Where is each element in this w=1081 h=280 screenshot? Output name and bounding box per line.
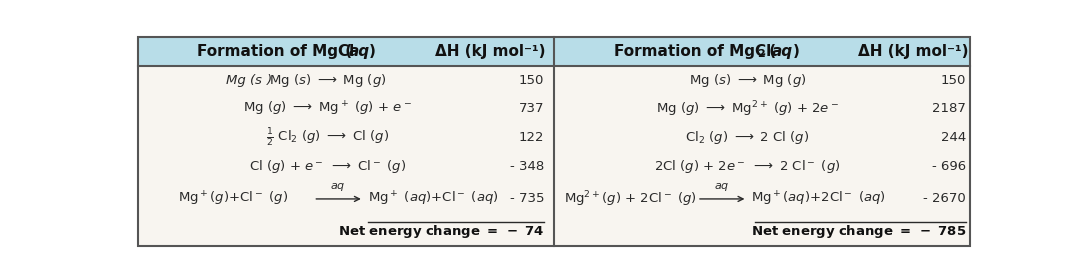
Text: ΔH (kJ mol⁻¹): ΔH (kJ mol⁻¹) xyxy=(436,44,546,59)
Text: 2: 2 xyxy=(757,49,764,59)
Text: - 348: - 348 xyxy=(510,160,545,172)
Text: Mg $\mathit{(s)}$ $\longrightarrow$ Mg $\mathit{(g)}$: Mg $\mathit{(s)}$ $\longrightarrow$ Mg $… xyxy=(689,72,806,89)
Text: - 696: - 696 xyxy=(932,160,966,172)
Text: Mg$^+$$(aq)$+2Cl$^-$ $(aq)$: Mg$^+$$(aq)$+2Cl$^-$ $(aq)$ xyxy=(751,190,886,208)
Text: Mg$^+$$(g)$+Cl$^-$ $(g)$: Mg$^+$$(g)$+Cl$^-$ $(g)$ xyxy=(177,190,288,208)
Text: $aq$: $aq$ xyxy=(331,181,346,193)
Bar xyxy=(555,37,970,66)
Text: Mg $\mathit{(g)}$ $\longrightarrow$ Mg$^{2+}$ $\mathit{(g)}$ + $2e^-$: Mg $\mathit{(g)}$ $\longrightarrow$ Mg$^… xyxy=(656,99,839,119)
Text: s: s xyxy=(255,74,262,87)
Text: 2Cl $\mathit{(g)}$ + $2e^-$ $\longrightarrow$ 2 Cl$^-$ $\mathit{(g)}$: 2Cl $\mathit{(g)}$ + $2e^-$ $\longrighta… xyxy=(654,158,841,174)
Text: Mg (: Mg ( xyxy=(226,74,255,87)
Text: 150: 150 xyxy=(940,74,966,87)
Text: (: ( xyxy=(341,44,352,59)
Text: 737: 737 xyxy=(519,102,545,115)
Text: 122: 122 xyxy=(519,131,545,144)
Text: 150: 150 xyxy=(519,74,545,87)
Text: Formation of MgCl: Formation of MgCl xyxy=(197,44,355,59)
Text: 244: 244 xyxy=(940,131,966,144)
Text: ): ) xyxy=(370,44,376,59)
Text: ΔH (kJ mol⁻¹): ΔH (kJ mol⁻¹) xyxy=(857,44,969,59)
Text: Mg $\mathit{(g)}$ $\longrightarrow$ Mg$^+$ $\mathit{(g)}$ + $e^-$: Mg $\mathit{(g)}$ $\longrightarrow$ Mg$^… xyxy=(243,100,412,118)
Bar xyxy=(138,37,555,66)
Text: 2187: 2187 xyxy=(932,102,966,115)
Text: Mg $\mathit{(s)}$ $\longrightarrow$ Mg $\mathit{(g)}$: Mg $\mathit{(s)}$ $\longrightarrow$ Mg $… xyxy=(268,72,386,89)
Text: aq: aq xyxy=(348,44,370,59)
Text: $\mathbf{Net\ energy\ change\ =\ -\ 74}$: $\mathbf{Net\ energy\ change\ =\ -\ 74}$ xyxy=(338,223,545,240)
Text: - 735: - 735 xyxy=(510,192,545,206)
Text: (: ( xyxy=(764,44,776,59)
Text: Mg$^{2+}$$(g)$ + 2Cl$^-$ $(g)$: Mg$^{2+}$$(g)$ + 2Cl$^-$ $(g)$ xyxy=(563,189,696,209)
Text: Mg$^+$ $(aq)$+Cl$^-$ $(aq)$: Mg$^+$ $(aq)$+Cl$^-$ $(aq)$ xyxy=(368,190,498,208)
Text: $aq$: $aq$ xyxy=(715,181,730,193)
Text: Formation of MgCl: Formation of MgCl xyxy=(614,44,772,59)
Text: ): ) xyxy=(267,74,272,87)
Text: Cl$_2$ $\mathit{(g)}$ $\longrightarrow$ 2 Cl $\mathit{(g)}$: Cl$_2$ $\mathit{(g)}$ $\longrightarrow$ … xyxy=(685,129,810,146)
Text: $\frac{1}{2}$ Cl$_2$ $\mathit{(g)}$ $\longrightarrow$ Cl $\mathit{(g)}$: $\frac{1}{2}$ Cl$_2$ $\mathit{(g)}$ $\lo… xyxy=(266,126,389,148)
Text: aq: aq xyxy=(772,44,793,59)
Text: ): ) xyxy=(793,44,800,59)
Text: Cl $\mathit{(g)}$ + $e^-$ $\longrightarrow$ Cl$^-$ $\mathit{(g)}$: Cl $\mathit{(g)}$ + $e^-$ $\longrightarr… xyxy=(249,158,405,174)
Text: $\mathbf{Net\ energy\ change\ =\ -\ 785}$: $\mathbf{Net\ energy\ change\ =\ -\ 785}… xyxy=(750,223,966,240)
Bar xyxy=(138,66,970,246)
Text: - 2670: - 2670 xyxy=(923,192,966,206)
